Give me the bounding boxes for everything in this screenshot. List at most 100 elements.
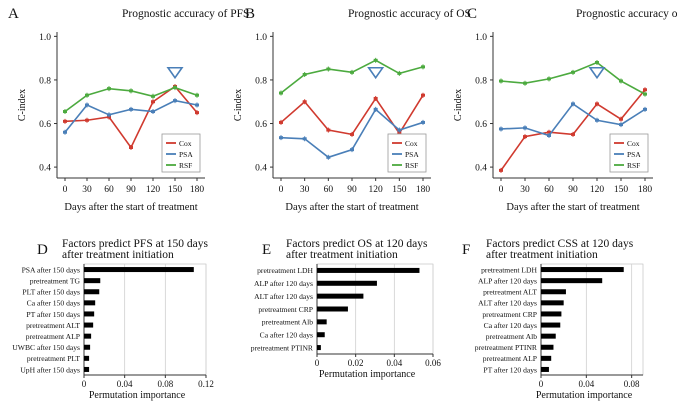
data-point-rsf — [571, 70, 575, 74]
bar — [84, 322, 94, 328]
data-point-psa — [151, 110, 155, 114]
data-point-psa — [63, 130, 67, 134]
chart-title-line: Factors predict CSS at 120 days — [486, 238, 634, 250]
bar — [541, 366, 549, 372]
data-point-rsf — [302, 72, 307, 76]
data-point-rsf — [107, 87, 111, 91]
data-point-cox — [302, 100, 307, 104]
data-point-rsf — [151, 94, 155, 98]
data-point-psa — [279, 136, 283, 140]
data-point-cox — [279, 120, 283, 124]
y-tick-label: 0.8 — [475, 76, 487, 86]
data-point-psa — [421, 120, 425, 124]
y-tick-label: 0.8 — [255, 76, 267, 86]
data-point-psa — [547, 134, 551, 138]
data-point-cox — [595, 102, 599, 106]
x-tick-label: 0 — [539, 379, 544, 389]
category-label: pretreatment CRP — [258, 305, 313, 314]
panel-label: C — [467, 6, 477, 22]
y-tick-label: 0.6 — [475, 120, 487, 130]
x-axis-label: Permutation importance — [319, 369, 416, 380]
category-label: UpH after 150 days — [20, 365, 80, 374]
chart-title: Prognostic accuracy of OS — [348, 8, 471, 20]
category-label: pretreatment LDH — [257, 266, 313, 275]
data-point-cox — [643, 88, 647, 92]
category-label: pretreatment PTINR — [251, 343, 314, 352]
data-point-cox — [619, 117, 623, 121]
bar — [541, 322, 561, 328]
data-point-psa — [373, 107, 378, 111]
category-label: pretreatment ALT — [26, 321, 80, 330]
x-tick-label: 60 — [324, 185, 334, 195]
x-tick-label: 0 — [315, 358, 320, 368]
data-point-cox — [326, 128, 331, 132]
legend-label: Cox — [405, 139, 418, 148]
y-axis-label: C-index — [17, 89, 28, 121]
category-label: pretreatment ALP — [26, 332, 80, 341]
category-label: pretreatment PTINR — [475, 343, 538, 352]
bar — [541, 333, 556, 339]
bar — [317, 267, 420, 273]
y-axis-label: C-index — [453, 89, 464, 121]
bar — [84, 366, 90, 372]
data-point-rsf — [373, 58, 378, 62]
panel-label: D — [37, 242, 48, 258]
legend-label: PSA — [627, 150, 641, 159]
data-point-psa — [350, 148, 354, 152]
data-point-cox — [85, 118, 89, 122]
x-tick-label: 150 — [392, 185, 407, 195]
x-tick-label: 0.12 — [198, 379, 214, 389]
y-tick-label: 0.4 — [255, 164, 267, 174]
x-tick-label: 0.06 — [425, 358, 441, 368]
category-label: pretreatment TG — [30, 276, 81, 285]
bar — [541, 344, 554, 350]
bar — [84, 278, 101, 284]
x-tick-label: 0.04 — [117, 379, 133, 389]
panel-label: E — [262, 242, 271, 258]
data-point-cox — [397, 131, 402, 135]
data-point-psa — [173, 99, 177, 103]
y-tick-label: 1.0 — [475, 33, 487, 43]
best-timepoint-marker — [166, 66, 184, 80]
bar — [317, 293, 364, 299]
panel-label: B — [245, 6, 255, 22]
category-label: pretreatment CRP — [482, 310, 537, 319]
x-axis-label: Days after the start of treatment — [506, 202, 639, 213]
line-chart-c: C Prognostic accuracy of CSS 0.4 0.6 0.8 1.0 0… — [453, 6, 677, 213]
data-point-cox — [421, 93, 425, 97]
data-point-psa — [523, 126, 527, 130]
data-point-rsf — [595, 61, 599, 65]
category-label: pretreatment ALT — [483, 288, 537, 297]
legend-label: RSF — [627, 161, 640, 170]
data-point-rsf — [499, 79, 503, 83]
bar — [317, 280, 377, 286]
data-point-psa — [397, 128, 402, 132]
category-label: Ca after 120 days — [260, 331, 313, 340]
x-tick-label: 150 — [168, 185, 183, 195]
category-label: ALP after 120 days — [478, 276, 537, 285]
x-tick-label: 0.08 — [157, 379, 173, 389]
data-point-psa — [619, 123, 623, 127]
x-tick-label: 0.02 — [348, 358, 364, 368]
category-label: PT after 150 days — [26, 310, 80, 319]
x-tick-label: 0 — [279, 185, 284, 195]
category-label: PT after 120 days — [483, 365, 537, 374]
x-tick-label: 90 — [347, 185, 357, 195]
category-label: Ca after 150 days — [27, 299, 80, 308]
data-point-psa — [302, 137, 307, 141]
category-label: PSA after 150 days — [22, 265, 80, 274]
line-chart-b: B Prognostic accuracy of OS 0.4 0.6 0.8 1.0 0 3… — [233, 6, 471, 213]
bar — [541, 289, 566, 295]
data-point-psa — [499, 127, 503, 131]
data-point-rsf — [421, 65, 425, 69]
data-point-cox — [499, 168, 503, 172]
x-tick-label: 180 — [638, 185, 653, 195]
data-point-cox — [571, 132, 575, 136]
x-tick-label: 120 — [146, 185, 161, 195]
category-label: PLT after 150 days — [22, 288, 80, 297]
y-tick-label: 0.6 — [39, 120, 51, 130]
x-axis-label: Days after the start of treatment — [64, 202, 197, 213]
